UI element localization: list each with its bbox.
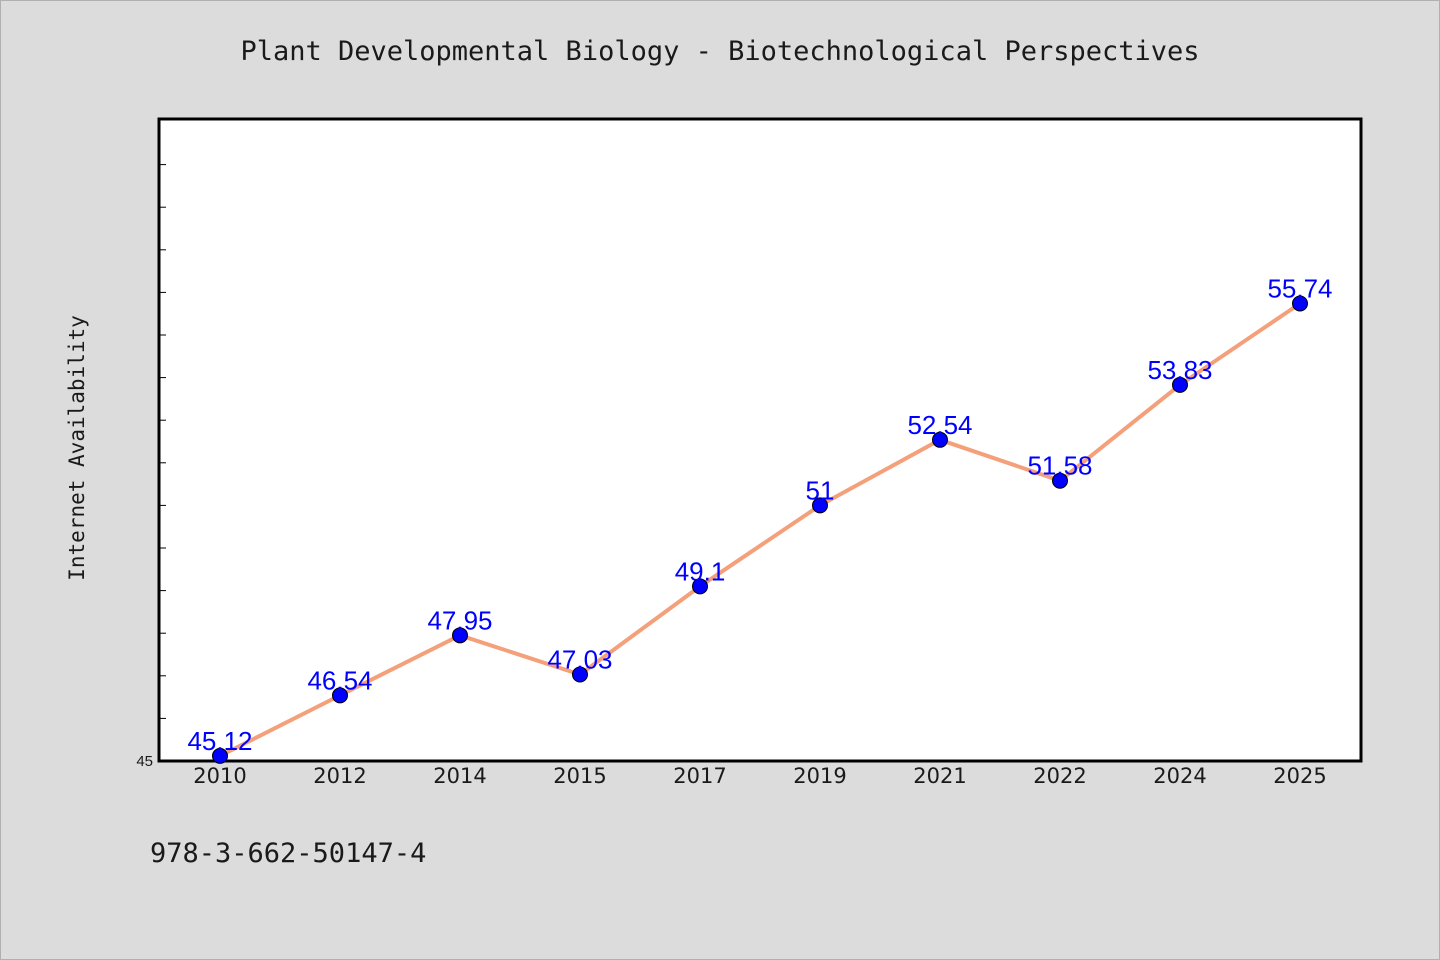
data-point (692, 578, 708, 595)
x-axis-ticks: 2010 2012 2014 2015 2017 2019 2021 2022 2024 2025 (193, 764, 1326, 788)
series-line (218, 301, 1302, 758)
y-axis-label: Internet Availability (65, 315, 89, 581)
data-label: 47.95 (427, 605, 492, 635)
x-tick-label: 2014 (433, 764, 486, 788)
y-axis-ticks: 45 (136, 164, 166, 770)
data-label: 55.74 (1267, 273, 1332, 303)
data-label: 51 (806, 475, 835, 505)
data-point (212, 747, 228, 764)
data-point (1052, 472, 1068, 489)
x-tick-label: 2010 (193, 764, 246, 788)
x-tick-label: 2021 (913, 764, 966, 788)
x-tick-label: 2022 (1033, 764, 1086, 788)
data-label: 49.1 (675, 556, 726, 586)
data-point (812, 497, 828, 514)
data-point (1172, 376, 1188, 393)
data-label: 46.54 (307, 665, 372, 695)
x-tick-label: 2025 (1273, 764, 1326, 788)
data-point (572, 666, 588, 683)
x-tick-label: 2017 (673, 764, 726, 788)
series-group: 45.12 46.54 47.95 47.03 49.1 51 52.54 51.58 53.8… (187, 273, 1333, 764)
data-label: 47.03 (547, 645, 612, 675)
data-point (332, 687, 348, 704)
data-label: 53.83 (1147, 355, 1212, 385)
data-point (932, 431, 948, 448)
data-point (1292, 295, 1308, 312)
data-point (452, 627, 468, 644)
plot-area (157, 117, 1363, 763)
x-tick-label: 2024 (1153, 764, 1206, 788)
y-tick-label: 45 (136, 753, 153, 770)
isbn-text: 978-3-662-50147-4 (150, 838, 426, 869)
data-label: 51.58 (1027, 451, 1092, 481)
x-tick-label: 2012 (313, 764, 366, 788)
x-tick-label: 2015 (553, 764, 606, 788)
x-tick-label: 2019 (793, 764, 846, 788)
chart-title: Plant Developmental Biology - Biotechnol… (240, 36, 1199, 67)
data-label: 45.12 (187, 726, 252, 756)
data-label: 52.54 (907, 410, 972, 440)
